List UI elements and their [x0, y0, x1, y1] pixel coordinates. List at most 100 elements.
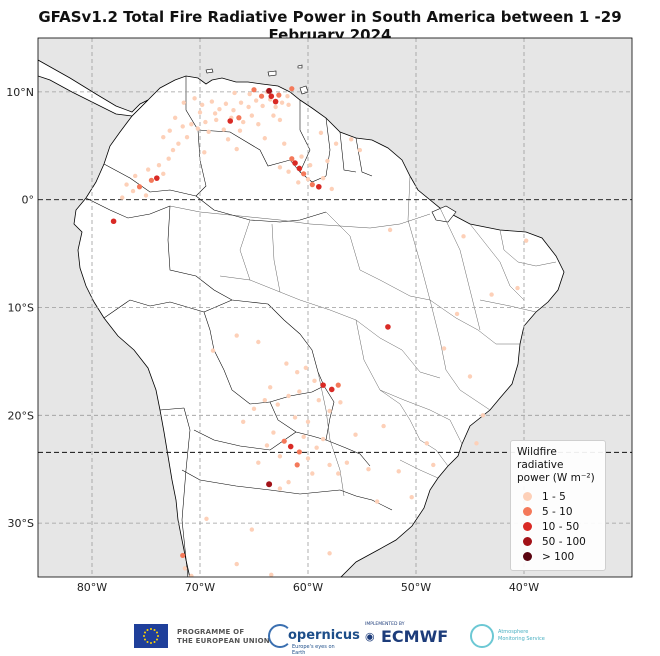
cams-text: Atmosphere Monitoring Service — [498, 629, 558, 643]
legend-label: 1 - 5 — [542, 490, 566, 503]
fire-point — [260, 103, 265, 109]
fire-point — [289, 86, 295, 92]
fire-point — [192, 96, 197, 101]
curacao-island — [205, 68, 214, 74]
fire-point — [223, 101, 229, 106]
fire-point — [467, 374, 473, 379]
fire-point — [180, 552, 186, 559]
eu-line-2: THE EUROPEAN UNION — [177, 637, 270, 645]
fire-point — [266, 481, 273, 488]
fire-point — [287, 443, 294, 450]
fire-point — [316, 398, 321, 403]
fire-point — [441, 346, 447, 351]
fire-point — [206, 129, 211, 134]
ecmwf-mark-icon: ◉ — [365, 630, 375, 643]
legend-item: 10 - 50 — [517, 519, 599, 534]
fire-point — [189, 122, 194, 127]
fire-point — [310, 471, 315, 476]
fire-point — [225, 137, 231, 142]
fire-point — [209, 99, 215, 104]
fire-point — [374, 499, 380, 504]
fire-point — [176, 141, 181, 146]
fire-point — [424, 441, 429, 446]
fire-point — [172, 115, 178, 120]
fire-point — [236, 115, 242, 121]
fire-point — [296, 165, 303, 172]
copernicus-text: opernicus — [288, 628, 360, 643]
fire-point — [327, 462, 332, 468]
fire-point — [251, 406, 257, 412]
legend-label: 50 - 100 — [542, 535, 586, 548]
state-borders — [219, 175, 557, 479]
legend-label: 5 - 10 — [542, 505, 573, 518]
rivers — [169, 205, 431, 497]
fire-point — [271, 113, 276, 118]
fire-point — [180, 124, 185, 129]
fire-point — [273, 104, 278, 110]
fire-point — [133, 173, 138, 179]
fire-point — [262, 136, 267, 141]
fire-point — [305, 419, 311, 424]
fire-point — [276, 92, 282, 98]
fire-point — [305, 456, 311, 461]
fire-point — [320, 382, 326, 388]
fire-point — [249, 527, 255, 532]
legend-dot — [523, 537, 532, 546]
eu-line-1: PROGRAMME OF — [177, 628, 245, 636]
margarita-island — [267, 70, 277, 77]
fire-point — [268, 93, 275, 100]
cams-line-1: Atmosphere — [498, 629, 529, 635]
fire-point — [237, 128, 243, 133]
fire-point — [170, 147, 176, 153]
cams-line-2: Monitoring Service — [498, 636, 545, 642]
fire-point — [277, 165, 283, 170]
fire-point — [241, 119, 246, 125]
fire-point — [234, 333, 239, 338]
lon-tick-label: 60°W — [293, 581, 323, 594]
copernicus-ring-icon — [268, 624, 292, 648]
fire-point — [385, 324, 391, 330]
map-frame — [37, 37, 633, 578]
fire-point — [143, 193, 149, 198]
fire-point — [136, 184, 143, 190]
fire-point — [202, 150, 207, 155]
fire-point — [145, 167, 151, 172]
fire-point — [338, 400, 343, 405]
fire-point — [275, 402, 280, 407]
reference-lines — [38, 199, 632, 453]
legend-dot — [523, 492, 532, 501]
fire-point — [124, 182, 129, 187]
fire-point — [327, 408, 332, 414]
fire-point — [515, 285, 520, 291]
legend-item: 5 - 10 — [517, 504, 599, 519]
lat-tick-label: 10°S — [8, 302, 34, 315]
fire-point — [241, 419, 246, 424]
marajo-island — [431, 205, 457, 223]
fire-point — [256, 460, 261, 465]
fire-point — [286, 393, 291, 399]
legend-item: > 100 — [517, 549, 599, 564]
tobago-island — [297, 64, 303, 69]
fire-point — [184, 134, 190, 140]
fire-point — [314, 445, 319, 450]
fire-point — [349, 137, 354, 142]
fire-point — [454, 311, 460, 317]
fire-point — [277, 117, 283, 123]
fire-point — [277, 486, 283, 491]
lat-tick-label: 0° — [22, 194, 35, 207]
fire-point — [214, 117, 219, 123]
fire-point — [210, 348, 216, 353]
fire-point — [333, 141, 339, 146]
fire-point — [234, 561, 239, 567]
legend-dot — [523, 522, 532, 531]
fire-point — [366, 467, 371, 472]
fire-point — [327, 551, 332, 556]
fire-point — [307, 163, 313, 168]
fire-point — [329, 186, 334, 192]
fire-point — [189, 573, 194, 577]
fire-point — [195, 126, 201, 131]
fire-point — [286, 169, 291, 174]
longitude-labels: 80°W 70°W 60°W 50°W 40°W — [77, 581, 539, 594]
fire-point — [269, 572, 274, 577]
footer-logos: PROGRAMME OF THE EUROPEAN UNION opernicu… — [0, 616, 660, 656]
